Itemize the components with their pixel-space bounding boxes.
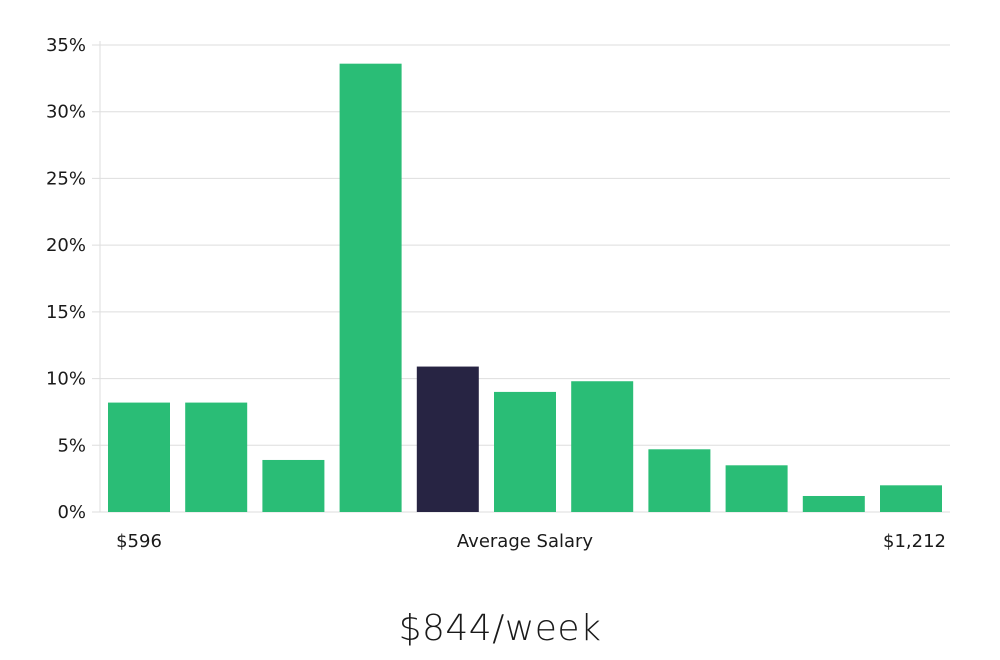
bar	[648, 449, 711, 512]
x-axis-title: Average Salary	[457, 531, 594, 552]
average-salary-caption: $844/week	[398, 608, 602, 649]
bar	[725, 465, 788, 512]
bar	[262, 459, 325, 512]
y-tick-label: 20%	[46, 235, 86, 256]
bar	[185, 402, 248, 512]
salary-histogram-chart: 0% 5% 10% 15% 20% 25% 30% 35% $596 Average Sala…	[46, 35, 950, 552]
bar-average-highlight	[416, 366, 479, 512]
bar	[571, 381, 634, 512]
bar	[339, 63, 402, 513]
y-tick-label: 15%	[46, 302, 86, 323]
bars	[108, 63, 942, 513]
x-axis-labels: $596 Average Salary $1,212	[116, 531, 946, 552]
x-min-label: $596	[116, 531, 162, 552]
bar	[802, 495, 865, 512]
y-axis-ticks: 0% 5% 10% 15% 20% 25% 30% 35%	[46, 35, 86, 523]
y-tick-label: 10%	[46, 369, 86, 390]
y-tick-label: 30%	[46, 102, 86, 123]
y-tick-label: 0%	[57, 502, 86, 523]
bar	[108, 402, 170, 512]
bar	[494, 391, 556, 512]
y-tick-label: 5%	[57, 435, 86, 456]
y-tick-label: 35%	[46, 35, 86, 56]
bar	[880, 485, 942, 512]
x-max-label: $1,212	[883, 531, 946, 552]
y-tick-label: 25%	[46, 168, 86, 189]
